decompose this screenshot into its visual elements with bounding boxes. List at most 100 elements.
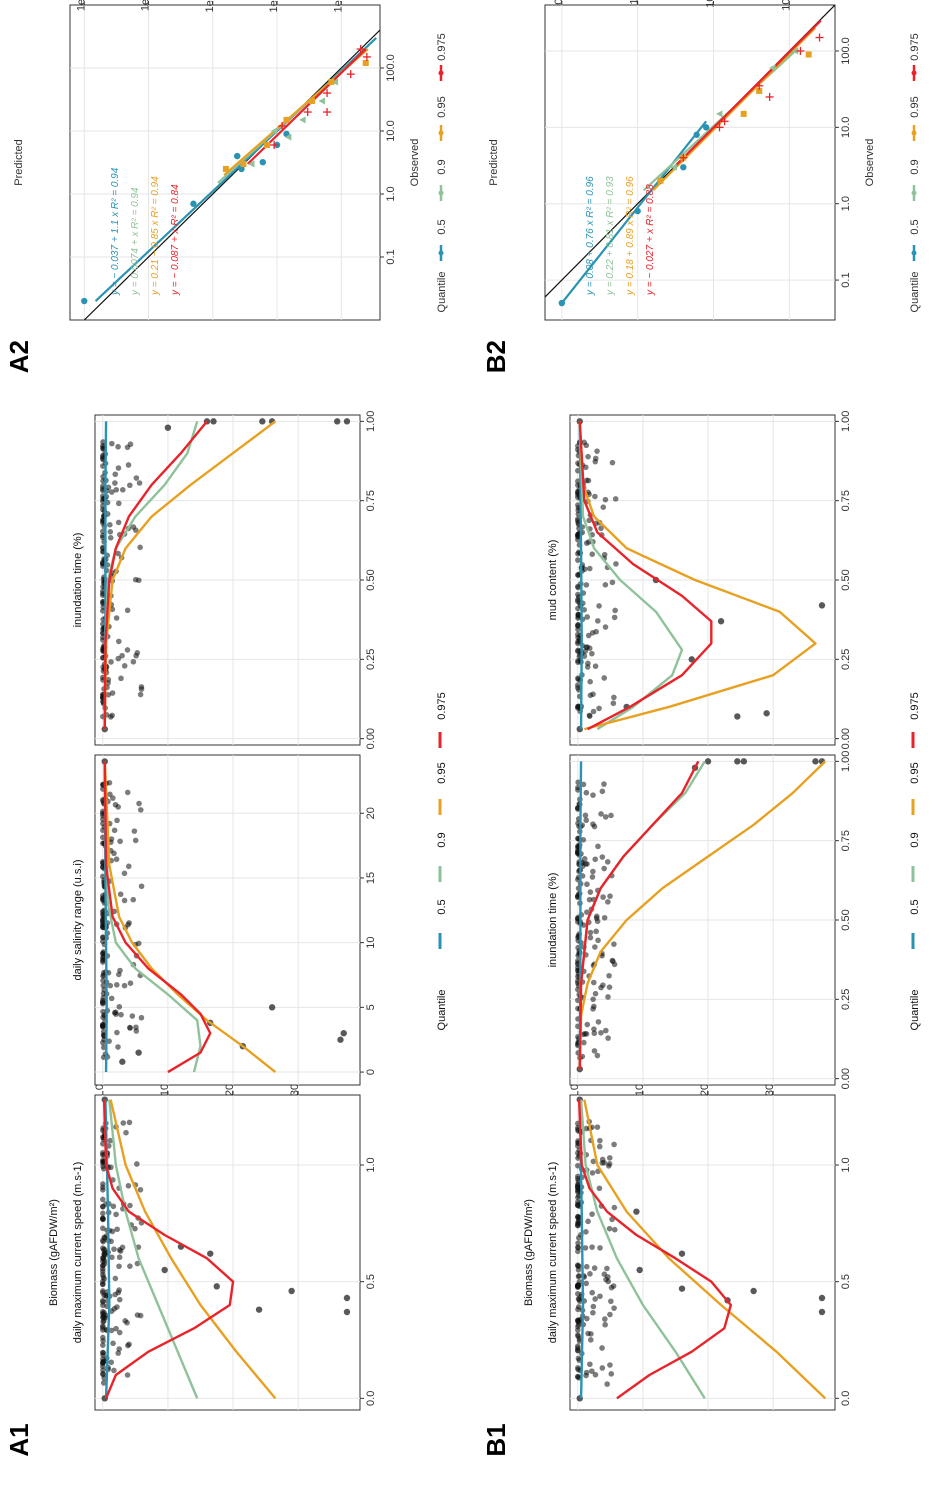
data-point bbox=[125, 921, 131, 928]
data-point bbox=[109, 489, 115, 495]
point-q09 bbox=[791, 47, 799, 55]
data-point bbox=[125, 462, 132, 468]
data-point bbox=[121, 982, 128, 989]
data-point bbox=[584, 861, 590, 867]
data-point bbox=[586, 713, 593, 719]
plot-content bbox=[100, 758, 347, 1074]
data-point bbox=[575, 1162, 581, 1169]
quantile-curve-q0975 bbox=[103, 420, 208, 730]
data-point bbox=[597, 1245, 603, 1251]
data-point bbox=[613, 561, 619, 567]
data-point bbox=[576, 1065, 583, 1073]
data-point bbox=[137, 1312, 144, 1319]
data-point bbox=[134, 1260, 141, 1267]
x-tick-label: 0.00 bbox=[840, 728, 852, 749]
data-point bbox=[600, 894, 606, 900]
quantile-curve-q0975 bbox=[103, 761, 212, 1074]
data-point bbox=[117, 838, 123, 845]
equation-q09: y = 0.22 + 0.81 x R² = 0.93 bbox=[605, 176, 616, 296]
data-point bbox=[595, 843, 601, 850]
quantile-curve-q095 bbox=[583, 1099, 827, 1400]
data-point bbox=[608, 1371, 615, 1377]
data-point bbox=[597, 1137, 603, 1144]
data-point bbox=[611, 1305, 617, 1311]
data-point bbox=[575, 502, 581, 508]
point-q05 bbox=[634, 207, 641, 215]
data-point bbox=[108, 995, 115, 1002]
data-point bbox=[115, 638, 122, 645]
legend-label-q05: 0.5 bbox=[436, 219, 448, 234]
data-point bbox=[587, 678, 593, 685]
data-point bbox=[583, 789, 590, 796]
data-point bbox=[107, 714, 114, 720]
quantile-curve-q0975 bbox=[102, 1099, 235, 1399]
data-point bbox=[127, 1025, 133, 1031]
facet-title: mud content (%) bbox=[547, 540, 559, 621]
data-point bbox=[111, 827, 118, 834]
data-point bbox=[100, 1337, 106, 1344]
x-tick-label: 0.50 bbox=[840, 569, 852, 590]
point-q095 bbox=[283, 116, 290, 123]
legend-marker bbox=[438, 70, 444, 76]
data-point bbox=[603, 1276, 609, 1283]
data-point bbox=[112, 801, 119, 808]
data-point bbox=[608, 1298, 614, 1305]
point-q09 bbox=[299, 116, 306, 124]
data-point bbox=[109, 440, 115, 447]
data-point bbox=[100, 439, 106, 445]
data-point bbox=[605, 994, 611, 1000]
data-point bbox=[107, 521, 113, 528]
data-point bbox=[590, 1303, 597, 1310]
data-point bbox=[596, 603, 602, 609]
data-point bbox=[610, 700, 617, 707]
data-point bbox=[107, 982, 114, 989]
point-q095 bbox=[740, 110, 747, 117]
data-point bbox=[602, 582, 609, 588]
data-point bbox=[164, 424, 172, 431]
data-point bbox=[596, 1143, 603, 1150]
legend-label-q095: 0.95 bbox=[909, 96, 921, 117]
data-point bbox=[575, 1267, 582, 1273]
data-point bbox=[734, 713, 741, 720]
point-q095 bbox=[805, 51, 812, 58]
data-point bbox=[113, 856, 120, 863]
x-tick-label: 1.0 bbox=[365, 1157, 377, 1172]
x-tick-label: 10 bbox=[365, 937, 377, 949]
x-tick-label: 0.25 bbox=[840, 649, 852, 670]
legend-label-q0975: 0.975 bbox=[436, 33, 448, 61]
data-point bbox=[633, 1208, 640, 1215]
data-point bbox=[115, 1044, 121, 1050]
data-point bbox=[585, 632, 592, 639]
data-point bbox=[589, 1170, 596, 1176]
data-point bbox=[114, 1226, 120, 1233]
legend-marker bbox=[911, 250, 917, 256]
data-point bbox=[126, 1119, 133, 1126]
point-q05 bbox=[259, 158, 266, 166]
data-point bbox=[580, 837, 587, 843]
data-point bbox=[596, 705, 602, 712]
fit-line-q0975 bbox=[673, 19, 822, 169]
x-tick-label: 1.00 bbox=[365, 411, 377, 432]
data-point bbox=[100, 950, 106, 957]
data-point bbox=[100, 1238, 106, 1245]
data-point bbox=[604, 1381, 610, 1387]
x-tick-label: 0.0 bbox=[840, 1391, 852, 1406]
y-tick-label: 1e-01 bbox=[140, 0, 152, 11]
data-point bbox=[122, 1318, 128, 1324]
data-point bbox=[611, 1204, 618, 1211]
x-tick-label: 0.25 bbox=[840, 989, 852, 1010]
data-point bbox=[599, 1365, 606, 1371]
data-point bbox=[592, 663, 599, 669]
data-point bbox=[589, 874, 596, 880]
point-q05 bbox=[558, 299, 566, 307]
y-axis-title: Biomass (gAFDW/m²) bbox=[523, 1199, 535, 1306]
data-point bbox=[124, 1372, 131, 1378]
data-point bbox=[210, 418, 217, 425]
x-tick-label: 5 bbox=[365, 1004, 377, 1010]
data-point bbox=[108, 659, 114, 665]
point-cloud bbox=[575, 439, 619, 719]
data-point bbox=[100, 1263, 106, 1269]
data-point bbox=[584, 1021, 591, 1028]
data-point bbox=[101, 1318, 107, 1324]
data-point bbox=[606, 1155, 613, 1161]
